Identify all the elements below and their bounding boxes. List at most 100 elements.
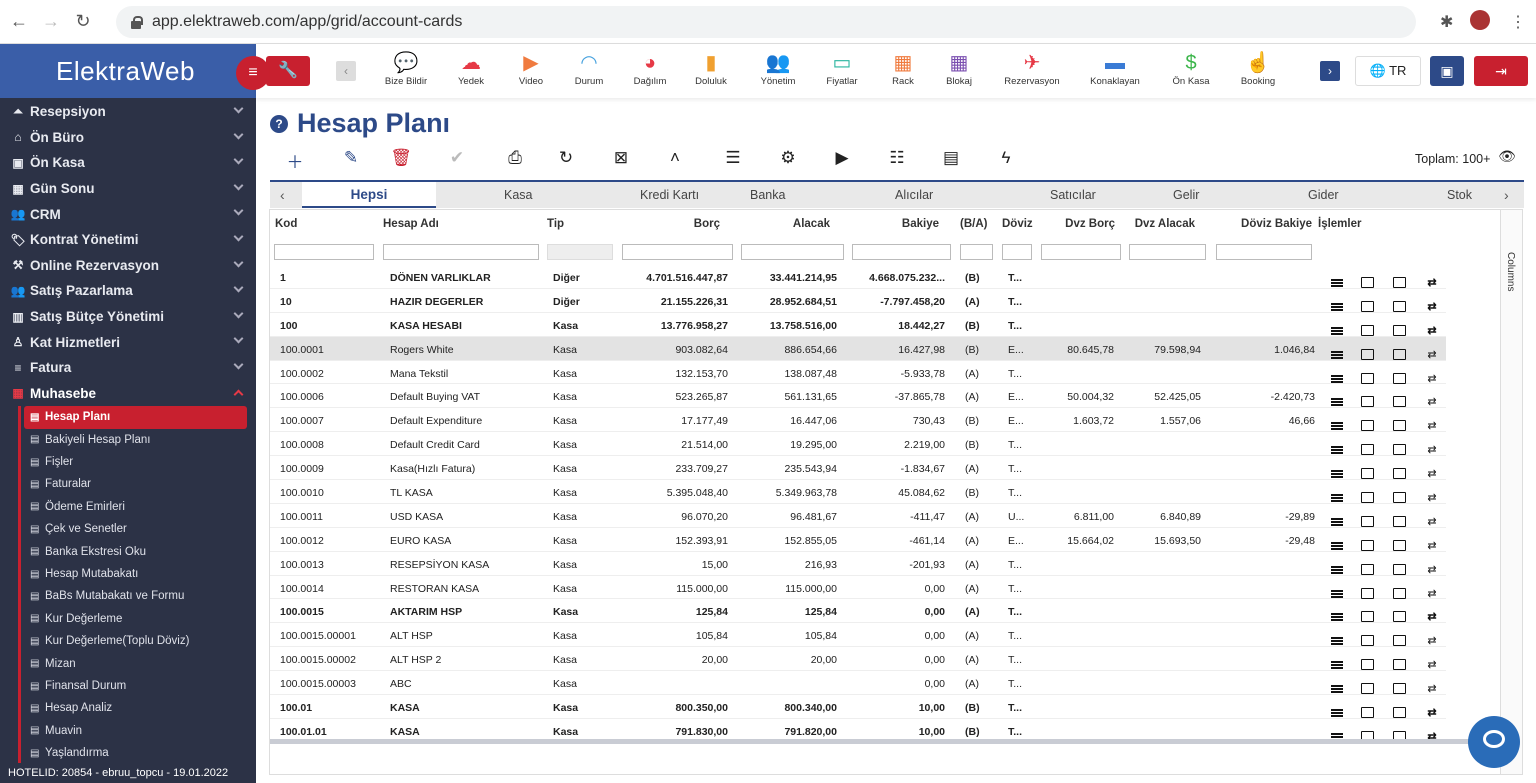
swap-icon[interactable]: ⇄ — [1427, 492, 1437, 505]
list-icon[interactable] — [1330, 611, 1344, 624]
submenu-item[interactable]: ▤ Mizan — [0, 652, 256, 674]
toolbar-item-booking[interactable]: ☝ Booking — [1228, 50, 1288, 87]
table-row[interactable]: 100.0012 EURO KASA Kasa 152.393,91 152.855,0… — [270, 528, 1446, 552]
table-row[interactable]: 100.0015.00002 ALT HSP 2 Kasa 20,00 20,00 0,0… — [270, 647, 1446, 671]
address-bar[interactable]: app.elektraweb.com/app/grid/account-card… — [116, 6, 1416, 38]
column-header[interactable]: Bakiye — [901, 218, 939, 230]
monitor-check-icon[interactable] — [1393, 396, 1406, 408]
monitor-add-icon[interactable] — [1361, 396, 1374, 408]
column-filter-input[interactable] — [1041, 244, 1121, 260]
table-row[interactable]: 100.0009 Kasa(Hızlı Fatura) Kasa 233.709,27… — [270, 456, 1446, 480]
list-icon[interactable] — [1330, 635, 1344, 648]
table-row[interactable]: 100.0007 Default Expenditure Kasa 17.177,49… — [270, 408, 1446, 432]
tabs-next-icon[interactable]: › — [1504, 187, 1509, 203]
sidebar-item-online-rezervasyon[interactable]: ⚒ Online Rezervasyon — [0, 253, 256, 279]
swap-icon[interactable]: ⇄ — [1427, 539, 1437, 552]
monitor-add-icon[interactable] — [1361, 324, 1374, 336]
submenu-item[interactable]: ▤ Hesap Mutabakatı — [0, 563, 256, 585]
table-row[interactable]: 100.0011 USD KASA Kasa 96.070,20 96.481,67 -4… — [270, 504, 1446, 528]
table-row[interactable]: 100.0002 Mana Tekstil Kasa 132.153,70 138.08… — [270, 361, 1446, 385]
column-header[interactable]: Hesap Adı — [383, 218, 439, 230]
tab-kredi-kart-[interactable]: Kredi Kartı — [640, 188, 700, 202]
monitor-check-icon[interactable] — [1393, 707, 1406, 719]
table-row[interactable]: 100.0006 Default Buying VAT Kasa 523.265,87… — [270, 384, 1446, 408]
settings-wrench-button[interactable]: 🔧 — [266, 56, 310, 86]
tab-hepsi[interactable]: Hepsi — [302, 182, 436, 208]
toolbar-item-blokaj[interactable]: ▦ Blokaj — [929, 50, 989, 87]
sidebar-item-kontrat-y-netimi[interactable]: 🏷 Kontrat Yönetimi — [0, 227, 256, 253]
submenu-item[interactable]: ▤ Hesap Analiz — [0, 697, 256, 719]
refresh-icon[interactable]: ↻ — [558, 148, 574, 167]
monitor-check-icon[interactable] — [1393, 277, 1406, 288]
monitor-check-icon[interactable] — [1393, 587, 1406, 599]
add-icon[interactable]: ＋ — [286, 153, 304, 172]
delete-icon[interactable]: 🗑 — [390, 148, 412, 167]
monitor-add-icon[interactable] — [1361, 277, 1374, 288]
toolbar-item-rezervasyon[interactable]: ✈ Rezervasyon — [1002, 50, 1062, 87]
tab-al-c-lar[interactable]: Alıcılar — [895, 188, 934, 202]
swap-icon[interactable]: ⇄ — [1427, 300, 1437, 313]
swap-icon[interactable]: ⇄ — [1427, 707, 1437, 720]
list-icon[interactable] — [1330, 420, 1344, 433]
toolbar-item-durum[interactable]: ◠ Durum — [559, 50, 619, 87]
submenu-item[interactable]: ▤ Finansal Durum — [0, 675, 256, 697]
monitor-add-icon[interactable] — [1361, 539, 1374, 551]
video-icon[interactable]: ▶ — [835, 148, 849, 167]
list-icon[interactable] — [1330, 277, 1344, 290]
submenu-item[interactable]: ▤ Bakiyeli Hesap Planı — [0, 429, 256, 451]
list-icon[interactable] — [1330, 564, 1344, 577]
column-filter-input[interactable] — [960, 244, 993, 260]
swap-icon[interactable]: ⇄ — [1427, 396, 1437, 409]
monitor-add-icon[interactable] — [1361, 372, 1374, 384]
column-header[interactable]: Dvz Alacak — [1134, 218, 1195, 230]
table-row[interactable]: 10 HAZIR DEGERLER Diğer 21.155.226,31 28.952… — [270, 289, 1446, 313]
monitor-add-icon[interactable] — [1361, 611, 1374, 623]
monitor-add-icon[interactable] — [1361, 420, 1374, 432]
column-header[interactable]: İşlemler — [1318, 218, 1362, 230]
app-logo[interactable]: ElektraWeb — [0, 44, 256, 98]
column-header[interactable]: Alacak — [792, 218, 830, 230]
back-icon[interactable]: ← — [10, 11, 28, 31]
reload-icon[interactable]: ↻ — [75, 11, 91, 31]
toolbar-item-doluluk[interactable]: ▮ Doluluk — [681, 50, 741, 87]
monitor-check-icon[interactable] — [1393, 635, 1406, 647]
monitor-add-icon[interactable] — [1361, 444, 1374, 456]
column-header[interactable]: Tip — [547, 218, 565, 230]
toolbar-item-video[interactable]: ▶ Video — [501, 50, 561, 87]
list-icon[interactable]: ☰ — [725, 148, 741, 167]
submenu-item[interactable]: ▤ Çek ve Senetler — [0, 518, 256, 540]
help-icon[interactable]: ? — [270, 114, 288, 133]
screen-icon[interactable]: ▣ — [1430, 56, 1464, 86]
list-icon[interactable] — [1330, 731, 1344, 744]
submenu-item[interactable]: ▤ Banka Ekstresi Oku — [0, 540, 256, 562]
monitor-check-icon[interactable] — [1393, 324, 1406, 336]
table-row[interactable]: 100.0010 TL KASA Kasa 5.395.048,40 5.349.963… — [270, 480, 1446, 504]
tab-sat-c-lar[interactable]: Satıcılar — [1050, 188, 1096, 202]
sidebar-item-g-n-sonu[interactable]: ▦ Gün Sonu — [0, 176, 256, 202]
list-icon[interactable] — [1330, 588, 1344, 601]
swap-icon[interactable]: ⇄ — [1427, 683, 1437, 696]
list-icon[interactable] — [1330, 349, 1344, 362]
logout-button[interactable]: ⇥ — [1474, 56, 1528, 86]
monitor-check-icon[interactable] — [1393, 539, 1406, 551]
monitor-check-icon[interactable] — [1393, 683, 1406, 695]
swap-icon[interactable]: ⇄ — [1427, 659, 1437, 672]
chat-widget-button[interactable] — [1468, 716, 1520, 768]
column-filter-input[interactable] — [741, 244, 844, 260]
monitor-add-icon[interactable] — [1361, 635, 1374, 647]
flash-icon[interactable]: ϟ — [1001, 148, 1011, 167]
swap-icon[interactable]: ⇄ — [1427, 324, 1437, 337]
submenu-item[interactable]: ▤ Kur Değerleme(Toplu Döviz) — [0, 630, 256, 652]
list-icon[interactable] — [1330, 707, 1344, 720]
sidebar-item-muhasebe[interactable]: ▦ Muhasebe — [0, 381, 256, 407]
toolbar-prev-button[interactable]: ‹ — [336, 61, 356, 81]
column-header[interactable]: Dvz Borç — [1065, 218, 1115, 230]
toolbar-item--n-kasa[interactable]: $ Ön Kasa — [1161, 50, 1221, 87]
gear-icon[interactable]: ⚙ — [780, 148, 796, 167]
excel-icon[interactable]: ⊠ — [613, 148, 629, 167]
toolbar-item-konaklayan[interactable]: ▬ Konaklayan — [1085, 50, 1145, 87]
sidebar-item-resepsiyon[interactable]: ⏶ Resepsiyon — [0, 99, 256, 125]
toolbar-item-y-netim[interactable]: 👥 Yönetim — [748, 50, 808, 87]
column-filter-input[interactable] — [383, 244, 539, 260]
monitor-check-icon[interactable] — [1393, 611, 1406, 623]
